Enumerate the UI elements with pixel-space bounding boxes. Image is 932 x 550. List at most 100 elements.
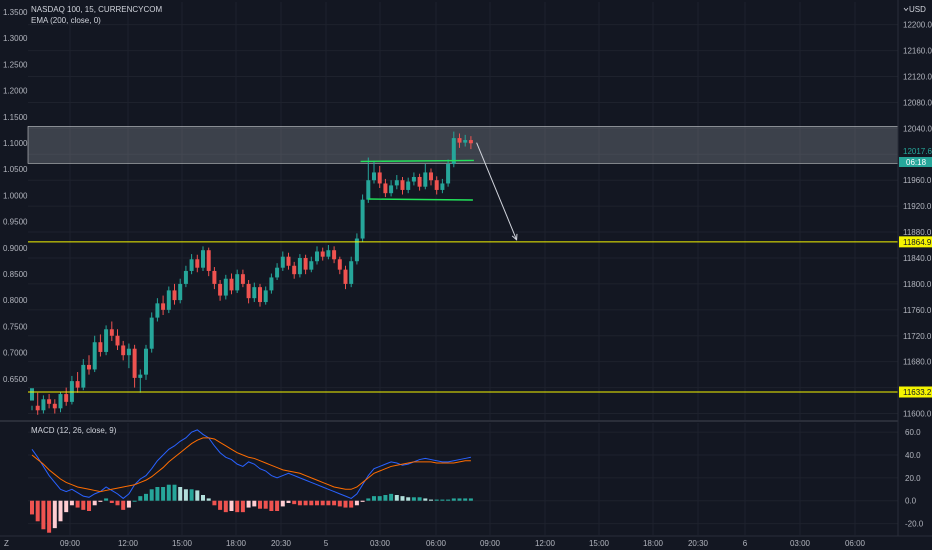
candle-body: [246, 283, 251, 299]
left-axis-tick: 0.9000: [3, 244, 28, 253]
candle-body: [446, 164, 451, 184]
right-axis-tick: 11720.0: [903, 332, 932, 341]
time-axis-tick: 06:00: [845, 539, 866, 548]
histogram-bar: [309, 500, 314, 506]
histogram-bar: [161, 487, 166, 501]
projection-arrow[interactable]: [476, 142, 518, 241]
candle-body: [58, 394, 63, 409]
time-axis-tick: 06:00: [426, 539, 447, 548]
histogram-bar: [235, 500, 240, 513]
histogram-bar: [417, 497, 422, 501]
left-axis-tick: 1.2500: [3, 60, 28, 69]
time-axis[interactable]: 09:00 12:00 15:00 18:00 20:30 5 03:00 06:00 09:0…: [60, 539, 866, 548]
candle-body: [172, 290, 177, 301]
signal-line[interactable]: [31, 437, 471, 493]
histogram-bar: [178, 487, 183, 501]
candle-body: [320, 251, 325, 257]
histogram-bar: [206, 498, 211, 501]
macd-value-axis[interactable]: 60.0 40.0 20.0 0.0 -20.0: [905, 428, 924, 528]
candlestick-series[interactable]: [30, 131, 473, 415]
histogram-bar: [383, 495, 388, 501]
histogram-bar: [360, 500, 365, 502]
candle-body: [195, 259, 200, 268]
left-axis-tick: 1.0500: [3, 165, 28, 174]
candle-body: [337, 259, 342, 270]
histogram-bar: [400, 496, 405, 501]
time-axis-tick: 20:30: [271, 539, 292, 548]
candle-body: [166, 290, 171, 310]
histogram-bar: [292, 500, 297, 505]
candle-body: [138, 374, 143, 378]
candle-body: [389, 185, 394, 194]
lower-level-badge: 11633.2: [899, 386, 932, 398]
time-axis-tick: 20:30: [688, 539, 709, 548]
candle-body: [343, 269, 348, 284]
time-axis-tick: 09:00: [480, 539, 501, 548]
histogram-bar: [201, 495, 205, 501]
candle-body: [309, 261, 314, 270]
time-axis-tick: 18:00: [643, 539, 664, 548]
currency-selector[interactable]: USD: [903, 5, 926, 14]
right-price-axis[interactable]: 12200.0 12160.0 12120.0 12080.0 12040.0 11960…: [903, 21, 932, 419]
candle-body: [463, 140, 468, 143]
candle-body: [189, 259, 194, 271]
candle-body: [155, 303, 160, 318]
left-price-axis[interactable]: 1.3500 1.3000 1.2500 1.2000 1.1500 1.1000 1.05…: [3, 8, 28, 384]
left-axis-tick: 1.3000: [3, 34, 28, 43]
histogram-bar: [263, 500, 268, 509]
histogram-bar: [377, 496, 382, 501]
candle-body: [400, 180, 405, 190]
histogram-bar: [69, 500, 74, 506]
consolidation-top-line[interactable]: [360, 159, 474, 163]
histogram-bar: [394, 495, 399, 501]
right-axis-tick: 12200.0: [903, 21, 932, 30]
candle-body: [297, 257, 302, 275]
ema-indicator-label[interactable]: EMA (200, close, 0): [31, 16, 101, 25]
macd-indicator-label[interactable]: MACD (12, 26, close, 9): [31, 426, 117, 435]
macd-axis-tick: 0.0: [905, 497, 917, 506]
candle-body: [372, 172, 376, 181]
histogram-bar: [252, 500, 257, 507]
candle-body: [468, 140, 473, 144]
histogram-bar: [35, 500, 40, 522]
histogram-bar: [326, 500, 331, 506]
histogram-bar: [115, 500, 120, 506]
histogram-bar: [212, 500, 217, 506]
histogram-bar: [258, 500, 262, 509]
right-axis-tick: 12080.0: [903, 98, 932, 107]
macd-axis-tick: 60.0: [905, 428, 921, 437]
left-axis-tick: 1.1500: [3, 113, 28, 122]
histogram-bar: [30, 500, 34, 515]
svg-text:11633.2: 11633.2: [903, 388, 932, 397]
macd-line[interactable]: [31, 429, 471, 500]
candle-body: [252, 287, 257, 299]
time-axis-tick: 15:00: [172, 539, 193, 548]
symbol-title[interactable]: NASDAQ 100, 15, CURRENCYCOM: [31, 5, 162, 14]
candle-body: [354, 238, 359, 262]
histogram-bar: [172, 484, 177, 501]
histogram-bar: [246, 500, 251, 508]
candle-body: [269, 277, 274, 291]
histogram-bar: [337, 500, 342, 507]
right-axis-tick: 11600.0: [903, 410, 932, 419]
histogram-bar: [144, 493, 148, 501]
supply-zone[interactable]: [27, 126, 899, 164]
consolidation-bottom-line[interactable]: [368, 198, 473, 201]
candle-body: [349, 261, 354, 284]
histogram-bar: [429, 499, 433, 501]
candle-body: [98, 342, 103, 352]
histogram-bar: [104, 498, 109, 501]
histogram-bar: [166, 484, 171, 501]
candle-body: [429, 172, 433, 181]
histogram-bar: [109, 500, 114, 503]
candle-body: [240, 274, 245, 284]
candle-body: [451, 138, 456, 165]
histogram-bar: [75, 500, 80, 508]
right-axis-tick: 11760.0: [903, 306, 932, 315]
zoom-reset-icon[interactable]: Z: [4, 539, 9, 548]
svg-text:06:18: 06:18: [906, 158, 927, 167]
macd-histogram[interactable]: [30, 484, 473, 533]
histogram-bar: [64, 500, 69, 513]
